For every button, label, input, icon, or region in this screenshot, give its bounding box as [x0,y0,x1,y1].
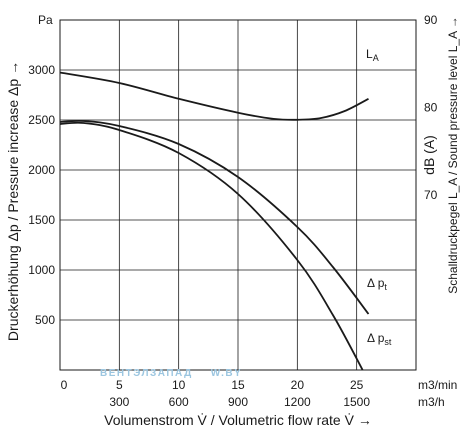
x-tick-label-m3min: 15 [231,378,245,392]
tick-labels: 500 1000 1500 2000 2500 3000 0 5 10 15 20 25 300 600 9… [28,63,437,409]
y-right-unit-label: dB (A) [421,135,437,175]
x-tick-label-m3min: 20 [291,378,305,392]
x-tick-label-m3min: 25 [350,378,364,392]
y-right-axis-label: Schalldruckpegel L_A / Sound pressure le… [446,16,460,294]
curve-pt [59,119,370,315]
y-right-top-tick: 90 [424,13,438,27]
x-axis-label: Volumenstrom V̇ / Volumetric flow rate V… [104,412,372,428]
plot-frame [59,19,417,371]
y-left-tick-label: 500 [35,313,55,327]
y-left-unit: Pa [38,13,53,27]
watermark: ВЕНТЭЛЗАПАД W.BY [100,368,242,379]
y-left-tick-label: 2500 [28,113,55,127]
x-tick-label-m3h: 1200 [284,395,311,409]
y-left-tick-label: 2000 [28,163,55,177]
x-tick-label-m3h: 900 [228,395,248,409]
curve-la [59,71,369,121]
x-tick-label-m3h: 1500 [343,395,370,409]
curves [59,71,370,371]
series-label-pst: Δ pst [367,331,392,347]
x-tick-label-m3h: 300 [109,395,129,409]
y-left-tick-label: 3000 [28,63,55,77]
y-left-axis-label: Druckerhöhung Δp / Pressure increase Δp … [5,61,21,341]
x-tick-label-m3min: 5 [116,378,123,392]
x-tick-label-m3min: 10 [172,378,186,392]
x-tick-label-m3min: 0 [61,378,68,392]
curve-pst [59,121,364,371]
x-unit-m3h: m3/h [418,395,445,409]
y-right-tick-label: 80 [424,101,438,115]
y-right-tick-label: 70 [424,188,438,202]
series-label-pt: Δ pt [367,276,387,292]
series-label-la: LA [366,47,379,63]
x-tick-label-m3h: 600 [169,395,189,409]
y-left-tick-label: 1000 [28,263,55,277]
y-left-tick-label: 1500 [28,213,55,227]
x-unit-m3min: m3/min [418,378,457,392]
